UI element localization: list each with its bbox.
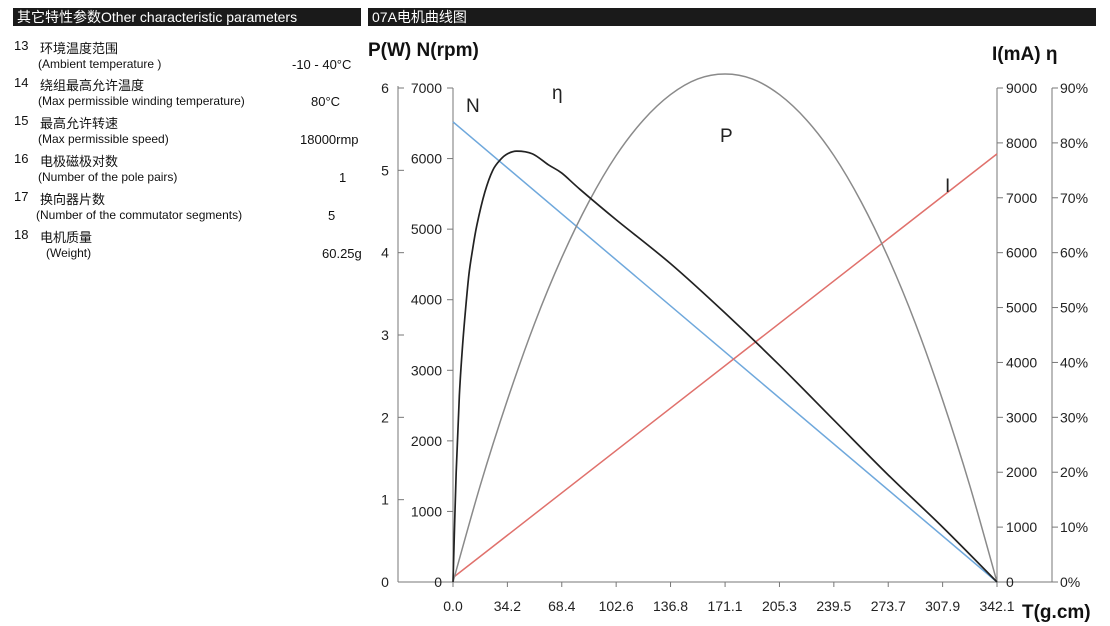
x-axis-tick-label: 205.3 <box>762 598 797 614</box>
i-axis-tick-label: 7000 <box>1006 190 1037 206</box>
i-axis-tick-label: 3000 <box>1006 409 1037 425</box>
chart-header: 07A电机曲线图 <box>368 8 1096 26</box>
param-number: 16 <box>14 151 29 166</box>
param-number: 15 <box>14 113 29 128</box>
param-number: 18 <box>14 227 29 242</box>
x-axis-tick-label: 171.1 <box>708 598 743 614</box>
param-label-en: (Weight) <box>46 246 92 260</box>
param-label-zh: 电极磁极对数 <box>40 154 119 169</box>
eta-axis-tick-label: 80% <box>1060 135 1088 151</box>
param-value: 5 <box>328 208 336 223</box>
x-axis-tick-label: 68.4 <box>548 598 575 614</box>
param-label-en: (Number of the commutator segments) <box>36 208 243 222</box>
p-axis-tick-label: 2 <box>381 409 389 425</box>
param-label-zh: 绕组最高允许温度 <box>40 78 145 93</box>
series-label-N: N <box>466 96 480 117</box>
i-axis-tick-label: 6000 <box>1006 245 1037 261</box>
right-axis-title: I(mA) η <box>992 44 1057 65</box>
param-label-zh: 换向器片数 <box>40 192 106 207</box>
eta-axis-tick-label: 0% <box>1060 574 1080 590</box>
param-value: 18000rmp <box>300 132 359 147</box>
param-number: 13 <box>14 38 29 53</box>
series-line-P <box>452 73 998 583</box>
n-axis-tick-label: 3000 <box>411 362 442 378</box>
x-axis-tick-label: 342.1 <box>979 598 1014 614</box>
p-axis-tick-label: 5 <box>381 162 389 178</box>
i-axis-tick-label: 1000 <box>1006 519 1037 535</box>
x-axis-title: T(g.cm) <box>1022 602 1091 623</box>
param-row-max-speed: 15 最高允许转速 (Max permissible speed) 18000r… <box>0 113 370 151</box>
params-header: 其它特性参数Other characteristic parameters <box>13 8 361 26</box>
eta-axis-tick-label: 50% <box>1060 300 1088 316</box>
n-axis-tick-label: 4000 <box>411 292 442 308</box>
param-value: 80°C <box>311 94 341 109</box>
x-axis-tick-label: 0.0 <box>443 598 463 614</box>
eta-axis-tick-label: 30% <box>1060 409 1088 425</box>
param-label-en: (Max permissible winding temperature) <box>38 94 245 108</box>
left-axis-title: P(W) N(rpm) <box>368 40 479 61</box>
series-line-eta <box>452 150 998 583</box>
param-label-en: (Max permissible speed) <box>38 132 169 146</box>
series-label-eta: η <box>552 83 563 104</box>
series-line-N <box>452 121 998 583</box>
n-axis-tick-label: 1000 <box>411 503 442 519</box>
param-label-zh: 环境温度范围 <box>40 41 119 56</box>
param-label-en: (Ambient temperature ) <box>38 57 162 71</box>
p-axis-tick-label: 1 <box>381 492 389 508</box>
param-row-commutator: 17 换向器片数 (Number of the commutator segme… <box>0 189 370 227</box>
eta-axis-tick-label: 10% <box>1060 519 1088 535</box>
param-label-zh: 最高允许转速 <box>40 116 119 131</box>
p-axis-tick-label: 6 <box>381 80 389 96</box>
param-row-weight: 18 电机质量 (Weight) 60.25g <box>0 227 370 265</box>
series-label-I: I <box>945 176 950 197</box>
x-axis-tick-label: 102.6 <box>599 598 634 614</box>
param-label-en: (Number of the pole pairs) <box>38 170 178 184</box>
series-label-P: P <box>720 126 733 147</box>
p-axis-tick-label: 3 <box>381 327 389 343</box>
p-axis-tick-label: 0 <box>381 574 389 590</box>
i-axis-tick-label: 9000 <box>1006 80 1037 96</box>
n-axis-tick-label: 2000 <box>411 433 442 449</box>
n-axis-tick-label: 5000 <box>411 221 442 237</box>
x-axis-tick-label: 307.9 <box>925 598 960 614</box>
param-number: 17 <box>14 189 29 204</box>
x-axis-tick-label: 273.7 <box>871 598 906 614</box>
param-row-winding-temp: 14 绕组最高允许温度 (Max permissible winding tem… <box>0 75 370 113</box>
x-axis-tick-label: 136.8 <box>653 598 688 614</box>
i-axis-tick-label: 0 <box>1006 574 1014 590</box>
series-line-I <box>452 153 998 579</box>
p-axis-tick-label: 4 <box>381 245 389 261</box>
i-axis-tick-label: 8000 <box>1006 135 1037 151</box>
eta-axis-tick-label: 40% <box>1060 354 1088 370</box>
param-value: 60.25g <box>322 246 362 261</box>
n-axis-tick-label: 7000 <box>411 80 442 96</box>
param-value: 1 <box>339 170 347 185</box>
param-row-pole-pairs: 16 电极磁极对数 (Number of the pole pairs) 1 <box>0 151 370 189</box>
i-axis-tick-label: 4000 <box>1006 354 1037 370</box>
n-axis-tick-label: 6000 <box>411 151 442 167</box>
i-axis-tick-label: 5000 <box>1006 300 1037 316</box>
param-row-ambient-temp: 13 环境温度范围 (Ambient temperature ) -10 - 4… <box>0 38 370 76</box>
param-label-zh: 电机质量 <box>40 230 93 245</box>
param-number: 14 <box>14 75 29 90</box>
n-axis-tick-label: 0 <box>434 574 442 590</box>
x-axis-tick-label: 34.2 <box>494 598 521 614</box>
x-axis-tick-label: 239.5 <box>816 598 851 614</box>
i-axis-tick-label: 2000 <box>1006 464 1037 480</box>
eta-axis-tick-label: 70% <box>1060 190 1088 206</box>
eta-axis-tick-label: 90% <box>1060 80 1088 96</box>
eta-axis-tick-label: 20% <box>1060 464 1088 480</box>
eta-axis-tick-label: 60% <box>1060 245 1088 261</box>
param-value: -10 - 40°C <box>292 57 352 72</box>
